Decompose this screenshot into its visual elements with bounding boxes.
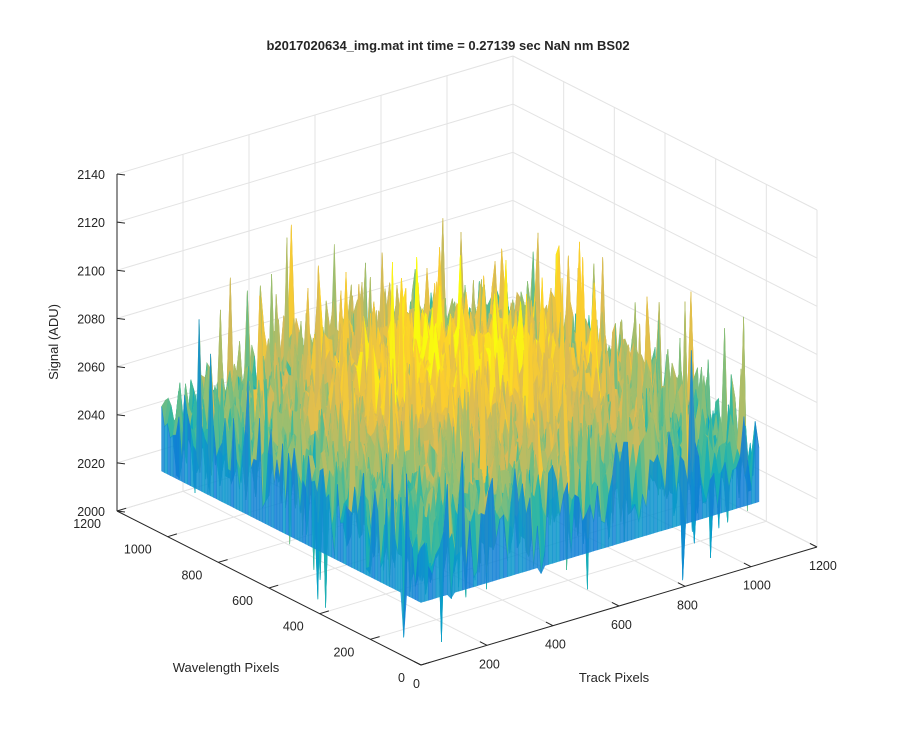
back-wall-gridline-z [116, 199, 514, 319]
back-wall-gridline-z [116, 103, 514, 223]
back-wall-gridline-z [116, 55, 514, 175]
side-wall-gridline-z [512, 248, 818, 404]
side-wall-gridline-z [512, 199, 818, 355]
back-wall-gridline-z [116, 248, 514, 368]
side-wall-gridline-z [512, 55, 818, 211]
surface-plot [161, 218, 760, 643]
back-wall-gridline-z [116, 151, 514, 271]
side-wall-gridline-z [512, 103, 818, 259]
floor-gridline-y [370, 520, 767, 640]
side-wall-gridline-z [512, 151, 818, 307]
